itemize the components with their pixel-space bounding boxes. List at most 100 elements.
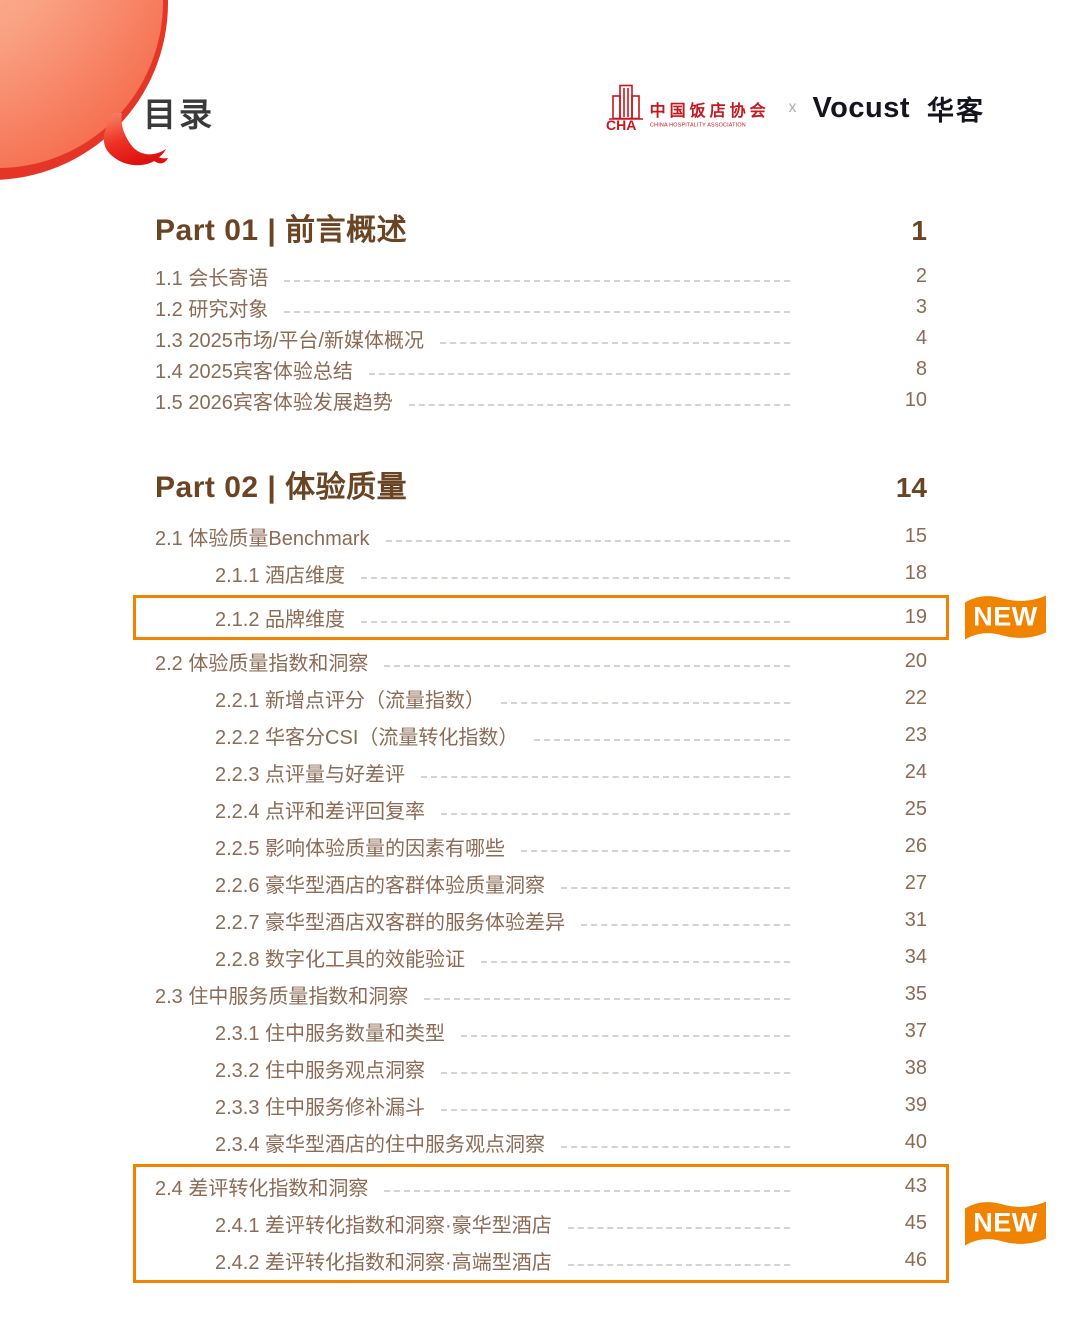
toc-item-page: 37 [904, 1020, 927, 1042]
header-logos: CHA 中国饭店协会 CHINA HOSPITALITY ASSOCIATION… [606, 84, 985, 137]
toc-row: 2.2.2 华客分CSI（流量转化指数） 23 [155, 717, 927, 754]
toc-part-1: Part 01 | 前言概述 1 1.1 会长寄语 2 1.2 研究对象 3 1.3 2… [155, 205, 927, 416]
toc-row: 2.4.2 差评转化指数和洞察·高端型酒店 46 [155, 1242, 927, 1279]
toc-item-label: 2.3.1 住中服务数量和类型 [215, 1023, 446, 1045]
part-heading: Part 02 | 体验质量 14 [155, 462, 927, 506]
toc-row: 2.4.1 差评转化指数和洞察·豪华型酒店 45 [155, 1205, 927, 1242]
dotted-leader [441, 1071, 790, 1074]
new-badge-label: NEW [973, 601, 1038, 631]
toc-item-page: 18 [904, 562, 927, 584]
toc-item-label: 1.5 2026宾客体验发展趋势 [155, 392, 393, 414]
toc-item-label: 2.2.4 点评和差评回复率 [215, 801, 426, 823]
dotted-leader [481, 960, 790, 963]
toc-row: 2.1.2 品牌维度 19 [155, 599, 927, 636]
toc-item-label: 2.2.2 华客分CSI（流量转化指数） [215, 727, 519, 749]
cha-association-logo: CHA 中国饭店协会 CHINA HOSPITALITY ASSOCIATION [606, 84, 773, 137]
vocust-name-cn: 华客 [927, 96, 985, 126]
svg-text:CHA: CHA [606, 117, 636, 132]
toc-item-label: 1.3 2025市场/平台/新媒体概况 [155, 330, 424, 352]
new-badge-flag: NEW [964, 591, 1047, 644]
part-page-number: 14 [895, 472, 927, 503]
toc-row: 2.2.6 豪华型酒店的客群体验质量洞察 27 [155, 865, 927, 902]
dotted-leader [408, 403, 790, 406]
toc-item-page: 27 [904, 872, 927, 894]
dotted-leader [581, 923, 790, 926]
part-title: Part 02 | 体验质量 [155, 471, 408, 504]
dotted-leader [561, 1145, 790, 1148]
dotted-leader [368, 372, 790, 375]
new-badge-flag: NEW [964, 1197, 1047, 1250]
toc-item-label: 2.3 住中服务质量指数和洞察 [155, 986, 409, 1008]
toc-item-label: 2.1.1 酒店维度 [215, 565, 346, 587]
toc-row: 2.3.3 住中服务修补漏斗 39 [155, 1087, 927, 1124]
toc-row: 2.2.1 新增点评分（流量指数） 22 [155, 680, 927, 717]
dotted-leader [521, 849, 790, 852]
toc-row: 2.2.5 影响体验质量的因素有哪些 26 [155, 828, 927, 865]
dotted-leader [534, 738, 790, 741]
toc-item-label: 2.3.2 住中服务观点洞察 [215, 1060, 426, 1082]
toc-item-page: 8 [915, 358, 927, 380]
toc-item-page: 19 [904, 606, 927, 628]
new-badge-label: NEW [973, 1207, 1038, 1237]
toc-item-label: 1.4 2025宾客体验总结 [155, 361, 353, 383]
toc-row: 2.3 住中服务质量指数和洞察 35 [155, 976, 927, 1013]
toc-item-label: 2.4 差评转化指数和洞察 [155, 1178, 369, 1200]
toc-item-page: 46 [904, 1249, 927, 1271]
red-swoosh-shape [98, 113, 168, 168]
toc-item-label: 2.2.1 新增点评分（流量指数） [215, 690, 486, 712]
dotted-leader [441, 1108, 790, 1111]
dotted-leader [384, 1189, 790, 1192]
toc-item-page: 40 [904, 1131, 927, 1153]
toc-row: 1.5 2026宾客体验发展趋势 10 [155, 385, 927, 416]
toc-item-page: 25 [904, 798, 927, 820]
toc-item-page: 20 [904, 650, 927, 672]
toc-item-label: 2.2.8 数字化工具的效能验证 [215, 949, 466, 971]
toc-row: 1.2 研究对象 3 [155, 292, 927, 323]
logo-separator: x [788, 98, 797, 116]
toc-item-label: 1.2 研究对象 [155, 299, 269, 321]
toc-row: 2.4 差评转化指数和洞察 43 [155, 1168, 927, 1205]
part-heading: Part 01 | 前言概述 1 [155, 205, 927, 249]
toc-item-page: 10 [904, 389, 927, 411]
toc-item-label: 2.4.2 差评转化指数和洞察·高端型酒店 [215, 1252, 552, 1274]
toc-item-page: 15 [904, 525, 927, 547]
toc-item-label: 2.4.1 差评转化指数和洞察·豪华型酒店 [215, 1215, 552, 1237]
dotted-leader [361, 620, 790, 623]
cha-name-en: CHINA HOSPITALITY ASSOCIATION [649, 122, 746, 129]
toc-item-page: 26 [904, 835, 927, 857]
toc-part-2: Part 02 | 体验质量 14 2.1 体验质量Benchmark 15 2.1… [133, 462, 1046, 1283]
dotted-leader [385, 539, 790, 542]
toc-row: 1.4 2025宾客体验总结 8 [155, 354, 927, 385]
toc-row: 2.3.1 住中服务数量和类型 37 [155, 1013, 927, 1050]
toc-item-list: 1.1 会长寄语 2 1.2 研究对象 3 1.3 2025市场/平台/新媒体概况 4 1.… [155, 261, 927, 416]
toc-item-label: 2.2.3 点评量与好差评 [215, 764, 406, 786]
toc-item-page: 39 [904, 1094, 927, 1116]
toc-row: 1.1 会长寄语 2 [155, 261, 927, 292]
dotted-leader [439, 341, 790, 344]
toc-row: 2.1.1 酒店维度 18 [155, 555, 927, 592]
dotted-leader [421, 775, 790, 778]
dotted-leader [284, 279, 790, 282]
dotted-leader [284, 310, 790, 313]
dotted-leader [461, 1034, 790, 1037]
vocust-wordmark: Vocust [812, 92, 910, 124]
toc-item-label: 2.2.6 豪华型酒店的客群体验质量洞察 [215, 875, 546, 897]
toc-item-page: 35 [904, 983, 927, 1005]
toc-item-label: 2.1.2 品牌维度 [215, 609, 346, 631]
toc-item-page: 38 [904, 1057, 927, 1079]
dotted-leader [384, 664, 790, 667]
cha-name-cn: 中国饭店协会 [649, 103, 770, 120]
toc-item-page: 22 [904, 687, 927, 709]
toc-item-label: 1.1 会长寄语 [155, 268, 269, 290]
toc-item-label: 2.2.5 影响体验质量的因素有哪些 [215, 838, 506, 860]
dotted-leader [501, 701, 790, 704]
toc-row: 2.2.3 点评量与好差评 24 [155, 754, 927, 791]
toc-item-label: 2.1 体验质量Benchmark [155, 528, 370, 550]
dotted-leader [567, 1263, 790, 1266]
toc-row: 2.2.8 数字化工具的效能验证 34 [155, 939, 927, 976]
toc-row: 2.2.4 点评和差评回复率 25 [155, 791, 927, 828]
dotted-leader [361, 576, 790, 579]
toc-row: 2.2 体验质量指数和洞察 20 [155, 643, 927, 680]
toc-item-page: 34 [904, 946, 927, 968]
table-of-contents: Part 01 | 前言概述 1 1.1 会长寄语 2 1.2 研究对象 3 1.3 2… [133, 205, 1046, 1286]
